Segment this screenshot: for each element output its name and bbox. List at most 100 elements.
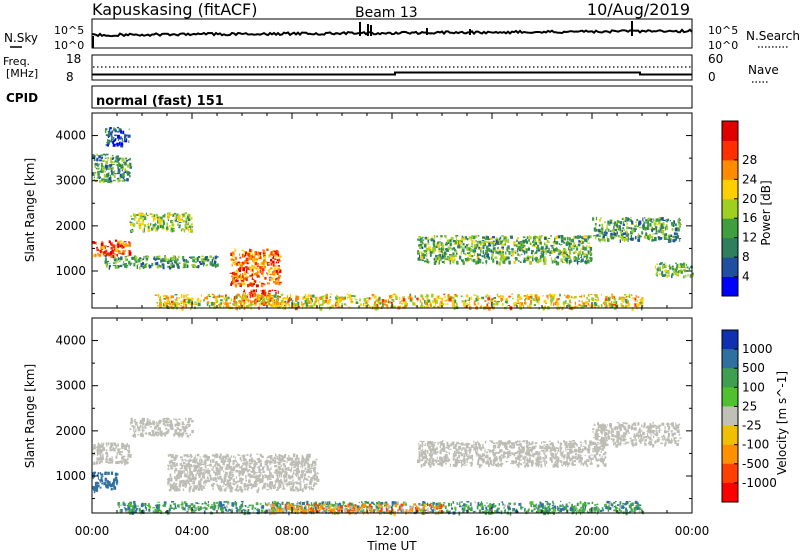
scatter-cell bbox=[454, 462, 458, 466]
scatter-cell bbox=[574, 296, 577, 299]
scatter-cell bbox=[560, 442, 563, 446]
scatter-cell bbox=[313, 460, 316, 465]
scatter-cell bbox=[154, 259, 157, 261]
scatter-cell bbox=[184, 482, 188, 487]
scatter-cell bbox=[124, 135, 127, 139]
scatter-cell bbox=[97, 252, 99, 256]
scatter-cell bbox=[199, 299, 202, 302]
scatter-cell bbox=[602, 238, 605, 240]
scatter-cell bbox=[530, 300, 532, 304]
scatter-cell bbox=[636, 299, 638, 303]
scatter-cell bbox=[517, 237, 519, 240]
scatter-cell bbox=[212, 466, 214, 469]
scatter-cell bbox=[197, 482, 199, 485]
scatter-cell bbox=[552, 444, 554, 447]
scatter-cell bbox=[214, 472, 216, 477]
scatter-cell bbox=[196, 470, 198, 474]
nsearch-tick-top: 10^5 bbox=[708, 24, 738, 37]
scatter-cell bbox=[574, 305, 577, 309]
scatter-cell bbox=[170, 479, 173, 482]
scatter-cell bbox=[511, 248, 514, 251]
scatter-cell bbox=[496, 293, 499, 297]
scatter-cell bbox=[251, 253, 254, 258]
scatter-cell bbox=[395, 296, 398, 300]
scatter-cell bbox=[191, 429, 194, 434]
scatter-cell bbox=[491, 253, 494, 257]
scatter-cell bbox=[277, 290, 279, 294]
scatter-cell bbox=[312, 475, 316, 480]
scatter-cell bbox=[394, 294, 397, 298]
scatter-cell bbox=[105, 134, 109, 136]
scatter-cell bbox=[582, 445, 585, 447]
scatter-cell bbox=[101, 460, 103, 463]
scatter-cell bbox=[580, 248, 583, 250]
scatter-cell bbox=[235, 295, 238, 300]
scatter-cell bbox=[209, 459, 212, 462]
scatter-cell bbox=[307, 465, 310, 469]
scatter-cell bbox=[620, 303, 623, 305]
scatter-cell bbox=[575, 450, 578, 453]
scatter-cell bbox=[659, 268, 661, 272]
scatter-cell bbox=[578, 461, 581, 463]
scatter-cell bbox=[500, 457, 503, 462]
scatter-cell bbox=[276, 461, 279, 464]
scatter-cell bbox=[233, 296, 235, 300]
scatter-cell bbox=[270, 258, 273, 262]
scatter-cell bbox=[473, 440, 475, 443]
scatter-cell bbox=[111, 456, 113, 460]
scatter-cell bbox=[271, 271, 274, 276]
scatter-cell bbox=[418, 239, 421, 242]
scatter-cell bbox=[237, 454, 239, 456]
scatter-cell bbox=[691, 274, 694, 277]
scatter-cell bbox=[267, 273, 269, 276]
scatter-cell bbox=[250, 269, 253, 273]
scatter-cell bbox=[277, 465, 281, 469]
scatter-cell bbox=[455, 302, 458, 306]
scatter-cell bbox=[663, 235, 666, 237]
scatter-cell bbox=[486, 459, 488, 462]
scatter-cell bbox=[281, 294, 283, 296]
scatter-cell bbox=[432, 242, 435, 246]
scatter-cell bbox=[150, 435, 153, 437]
scatter-cell bbox=[244, 252, 247, 257]
scatter-cell bbox=[176, 301, 178, 304]
scatter-cell bbox=[230, 467, 234, 471]
scatter-cell bbox=[303, 476, 306, 480]
scatter-cell bbox=[587, 293, 590, 297]
scatter-cell bbox=[199, 467, 203, 471]
scatter-cell bbox=[582, 302, 586, 306]
scatter-cell bbox=[95, 241, 97, 245]
scatter-cell bbox=[608, 296, 612, 298]
scatter-cell bbox=[238, 268, 241, 272]
scatter-cell bbox=[447, 249, 449, 252]
scatter-cell bbox=[436, 459, 440, 462]
scatter-cell bbox=[274, 253, 276, 257]
scatter-cell bbox=[244, 273, 247, 276]
scatter-cell bbox=[554, 301, 558, 304]
scatter-cell bbox=[223, 301, 224, 305]
scatter-cell bbox=[246, 251, 249, 254]
scatter-cell bbox=[247, 304, 249, 308]
scatter-cell bbox=[627, 239, 629, 242]
scatter-cell bbox=[601, 238, 603, 241]
scatter-cell bbox=[115, 253, 117, 256]
scatter-cell bbox=[249, 248, 251, 253]
scatter-cell bbox=[160, 306, 163, 309]
scatter-cell bbox=[501, 246, 504, 249]
scatter-cell bbox=[182, 462, 186, 465]
scatter-cell bbox=[553, 302, 555, 307]
scatter-cell bbox=[497, 446, 500, 449]
scatter-cell bbox=[608, 224, 611, 226]
scatter-cell bbox=[574, 456, 577, 459]
scatter-cell bbox=[462, 447, 465, 450]
scatter-cell bbox=[214, 478, 216, 481]
scatter-cell bbox=[480, 249, 482, 252]
scatter-cell bbox=[580, 305, 584, 309]
scatter-cell bbox=[663, 236, 667, 240]
scatter-cell bbox=[256, 297, 259, 300]
scatter-cell bbox=[107, 172, 110, 176]
scatter-cell bbox=[259, 269, 261, 274]
scatter-cell bbox=[110, 448, 114, 451]
scatter-cell bbox=[497, 451, 500, 454]
scatter-cell bbox=[379, 302, 382, 305]
